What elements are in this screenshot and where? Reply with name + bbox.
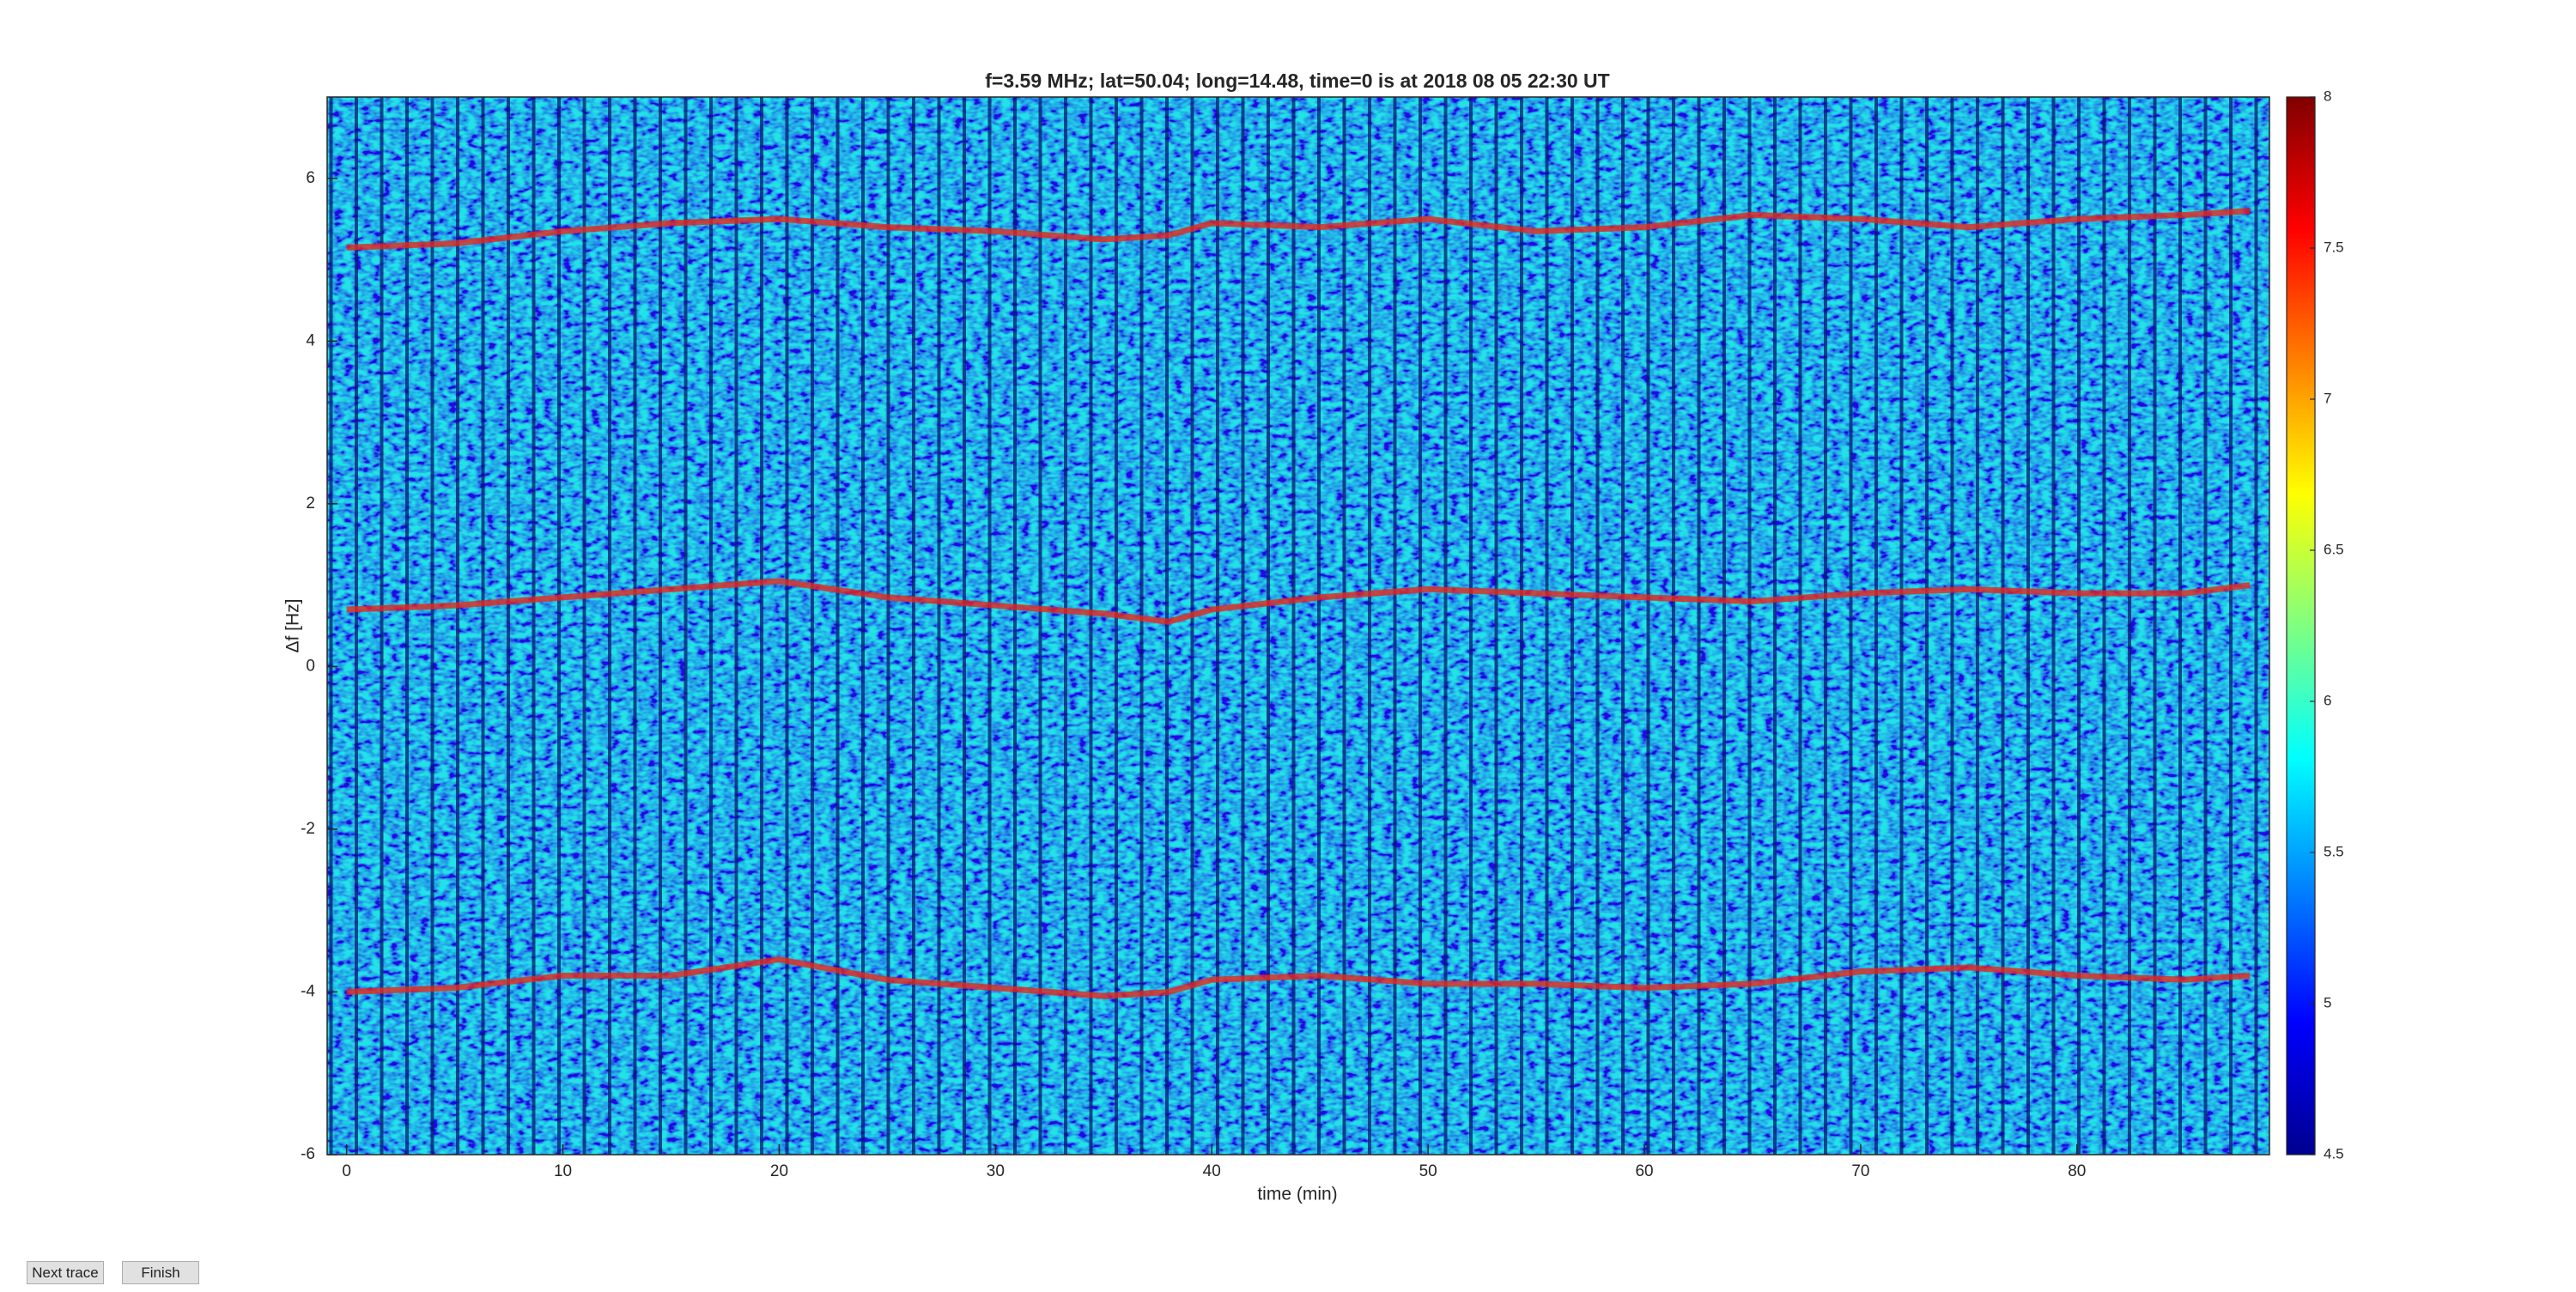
x-tick-label: 80 — [2068, 1162, 2086, 1180]
y-tick-label: -4 — [301, 982, 315, 1000]
y-tick-label: -2 — [301, 820, 315, 838]
chart: f=3.59 MHz; lat=50.04; long=14.48, time=… — [283, 70, 2344, 1204]
x-tick-label: 60 — [1635, 1162, 1653, 1180]
colorbar-tick-label: 7.5 — [2324, 239, 2344, 255]
y-tick-label: 4 — [306, 331, 315, 349]
y-axis-label: Δf [Hz] — [283, 598, 303, 652]
trace-line — [346, 956, 2251, 999]
x-tick-label: 20 — [770, 1162, 788, 1180]
x-tick-label: 40 — [1203, 1162, 1221, 1180]
x-tick-label: 30 — [987, 1162, 1005, 1180]
colorbar-tick-label: 5.5 — [2324, 843, 2344, 859]
next-trace-button[interactable]: Next trace — [27, 1261, 104, 1284]
colorbar-tick-label: 7 — [2324, 390, 2331, 406]
colorbar-tick-label: 4.5 — [2324, 1145, 2344, 1162]
colorbar-tick-label: 8 — [2324, 88, 2331, 104]
y-tick-label: 6 — [306, 169, 315, 187]
y-tick-label: -6 — [301, 1145, 315, 1163]
colorbar-tick-label: 6 — [2324, 692, 2331, 708]
colorbar-tick-label: 6.5 — [2324, 541, 2344, 557]
colorbar-tick-label: 5 — [2324, 994, 2331, 1010]
axes-box — [326, 96, 2270, 1156]
finish-button[interactable]: Finish — [122, 1261, 199, 1284]
y-tick-label: 0 — [306, 657, 315, 675]
x-tick-label: 70 — [1851, 1162, 1869, 1180]
heatmap-stripes — [327, 97, 2269, 1155]
x-tick-label: 50 — [1419, 1162, 1437, 1180]
trace-line — [346, 578, 2251, 625]
x-axis-label: time (min) — [1257, 1185, 1337, 1204]
x-tick-label: 0 — [342, 1162, 351, 1180]
y-tick-label: 2 — [306, 494, 315, 513]
trace-line — [346, 208, 2251, 251]
x-tick-label: 10 — [554, 1162, 572, 1180]
marks — [346, 208, 2251, 999]
colorbar — [2286, 96, 2316, 1156]
chart-title: f=3.59 MHz; lat=50.04; long=14.48, time=… — [985, 70, 1609, 92]
